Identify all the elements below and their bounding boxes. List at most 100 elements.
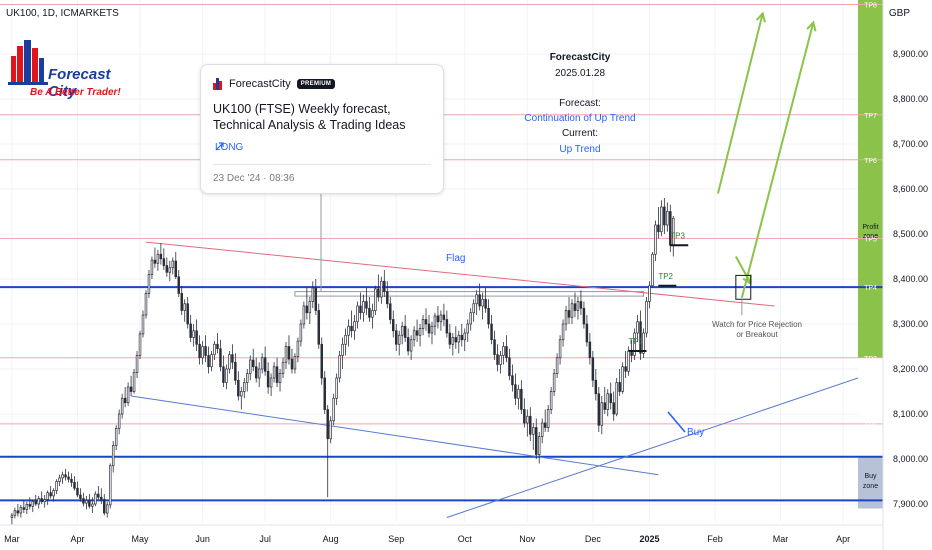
candle-body (240, 391, 243, 397)
candle-body (100, 496, 103, 500)
profit-zone-label-line1: Profit (862, 224, 878, 231)
candle-body (618, 382, 621, 392)
candle-body (409, 339, 413, 352)
candle-body (174, 260, 178, 278)
currency-label[interactable]: GBP (888, 8, 910, 19)
card-date: 23 Dec '24 · 08:36 (213, 173, 295, 184)
flag-label: Flag (446, 253, 465, 264)
card-author[interactable]: ForecastCity (229, 78, 291, 90)
candle-body (403, 325, 407, 338)
candle-body (213, 343, 216, 355)
candle-body (94, 493, 97, 505)
candle-body (508, 357, 511, 377)
card-title[interactable]: UK100 (FTSE) Weekly forecast, Technical … (213, 102, 406, 132)
candle-body (356, 305, 359, 323)
forecast-arrow-2 (740, 22, 815, 299)
candle-body (511, 375, 514, 386)
city-skyline-icon (8, 40, 48, 85)
card-header: ForecastCity PREMIUM (213, 78, 336, 90)
candle-body (663, 206, 666, 226)
candle-body (156, 253, 160, 264)
candle-body (168, 267, 172, 273)
candle-body (28, 504, 32, 507)
candle-body (201, 346, 204, 359)
candle-body (222, 366, 225, 383)
candle-body (257, 368, 261, 379)
candle-body (40, 498, 43, 503)
candle-body (97, 493, 100, 498)
candle-body (260, 357, 264, 370)
uptrend-line (446, 377, 859, 518)
candle-body (582, 307, 586, 325)
zone-label-tp5: TP5 (864, 237, 877, 244)
candle-body (159, 253, 163, 260)
candle-body (394, 330, 398, 345)
forecast-arrow-1-head (755, 11, 766, 23)
candle-body (386, 291, 389, 305)
candle-body (463, 332, 466, 341)
candle-body (400, 325, 404, 336)
candle-body (442, 314, 446, 320)
candle-body (526, 415, 529, 424)
candle-body (320, 343, 323, 379)
candle-body (421, 319, 425, 329)
time-tick-label: Jun (195, 534, 210, 544)
candle-body (418, 328, 422, 336)
candle-body (487, 307, 490, 325)
candle-body (216, 343, 219, 350)
time-tick-label: May (132, 534, 150, 544)
candle-body (76, 487, 79, 496)
candle-body (135, 355, 139, 373)
candle-body (377, 288, 380, 298)
candle-body (627, 350, 630, 372)
price-tick-label: 8,800.00 (893, 94, 928, 104)
tp3-chart-label: TP3 (670, 231, 685, 240)
candle-body (138, 333, 142, 356)
candle-body (37, 498, 40, 505)
candle-body (326, 409, 329, 440)
card-direction: LONG (215, 142, 243, 153)
candle-body (153, 259, 157, 264)
candle-body (362, 301, 365, 314)
candle-body (278, 373, 282, 383)
candle-body (296, 340, 300, 357)
candle-body (82, 498, 85, 504)
candle-body (484, 298, 487, 309)
candle-body (445, 319, 449, 334)
price-tick-label: 8,000.00 (893, 454, 928, 464)
candle-body (558, 339, 562, 359)
direction-label: LONG (215, 142, 244, 153)
candle-body (234, 361, 237, 381)
author-logo-icon (213, 78, 223, 90)
candle-body (520, 388, 523, 410)
candle-body (171, 260, 175, 269)
candle-body (380, 280, 383, 298)
candle-body (543, 422, 547, 428)
watch-label-line1: Watch for Price Rejection (712, 320, 802, 329)
candle-body (389, 303, 392, 320)
zone-label-tp8: TP8 (864, 3, 877, 10)
candle-body (660, 206, 663, 233)
candle-body (406, 337, 410, 352)
candle-body (383, 280, 386, 292)
profit-zone (858, 0, 883, 358)
candle-body (210, 354, 213, 368)
candle-body (275, 366, 279, 383)
candle-body (91, 503, 94, 507)
candle-body (532, 427, 535, 435)
candle-body (353, 321, 356, 332)
candle-body (61, 474, 64, 479)
candle-body (186, 303, 189, 325)
candle-body (502, 346, 505, 356)
idea-card[interactable]: ForecastCity PREMIUM UK100 (FTSE) Weekly… (200, 64, 444, 194)
candle-body (251, 359, 255, 368)
candle-body (284, 346, 288, 363)
candle-body (493, 339, 496, 355)
candle-body (368, 307, 371, 318)
candle-body (67, 476, 70, 480)
chart-symbol-title[interactable]: UK100, 1D, ICMARKETS (6, 8, 119, 19)
candle-body (540, 422, 544, 437)
candle-body (111, 445, 115, 467)
rejection-box (735, 274, 752, 300)
candle-body (88, 500, 91, 507)
